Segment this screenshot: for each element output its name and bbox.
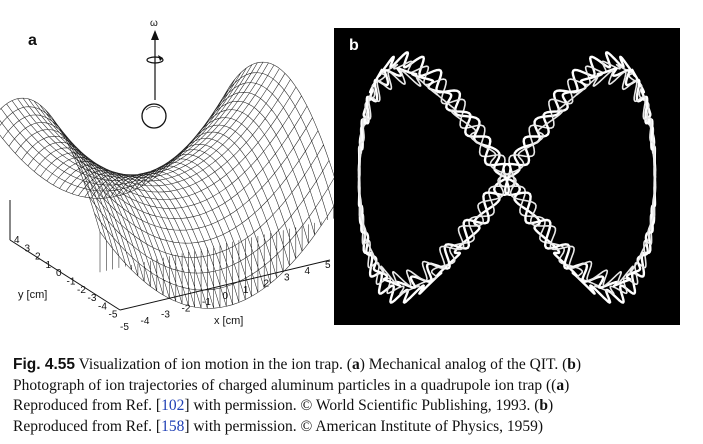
ion-trajectory [357,51,657,304]
caption-line-1: Fig. 4.55 Visualization of ion motion in… [13,356,582,373]
y-tick-label: -5 [109,310,118,321]
y-tick-label: 0 [56,268,62,279]
saddle-mesh [0,61,340,309]
figure-caption: Fig. 4.55 Visualization of ion motion in… [13,355,688,437]
trajectory-photo [334,28,680,325]
x-tick-label: -4 [141,316,150,327]
x-tick-label: 5 [325,260,331,271]
y-tick-label: -2 [77,285,86,296]
rotation-axis [146,30,164,100]
panel-a-label: a [28,32,37,49]
reference-link-158[interactable]: 158 [161,417,185,435]
x-tick-label: -1 [202,297,211,308]
reference-link-102[interactable]: 102 [161,397,185,414]
x-tick-label: 4 [305,266,311,277]
x-axis-label: x [cm] [214,315,243,327]
x-tick-label: 1 [243,285,249,296]
x-tick-label: 0 [223,291,229,302]
y-axis-label: y [cm] [18,289,47,301]
y-tick-label: 1 [46,260,52,271]
y-tick-label: -4 [98,301,107,312]
x-tick-label: 2 [264,279,270,290]
x-tick-label: -5 [120,322,129,333]
y-tick-label: -1 [67,277,76,288]
omega-symbol: ω [150,18,158,29]
caption-line-2: Photograph of ion trajectories of charge… [13,376,570,394]
caption-line-4: Reproduced from Ref. [158] with permissi… [13,417,544,435]
y-tick-label: 4 [14,235,20,246]
ball [141,103,167,129]
base-box [9,200,331,311]
caption-figure-number: Fig. 4.55 [13,356,76,373]
x-tick-label: -3 [161,310,170,321]
y-tick-label: 3 [25,243,31,254]
panel-b-label: b [349,37,359,54]
y-tick-label: 2 [35,252,41,263]
x-axis-ticks: -5 -4 -3 -2 -1 0 1 2 3 4 5 [120,260,331,333]
y-tick-label: -3 [88,293,97,304]
x-tick-label: 3 [284,272,290,283]
caption-line-3: Reproduced from Ref. [102] with permissi… [13,397,554,414]
x-tick-label: -2 [182,303,191,314]
figure: a ω 4 3 2 1 0 -1 -2 -3 -4 -5 -5 -4 -3 -2 -1 0 1 2 3 4 5 y [… [0,18,680,333]
